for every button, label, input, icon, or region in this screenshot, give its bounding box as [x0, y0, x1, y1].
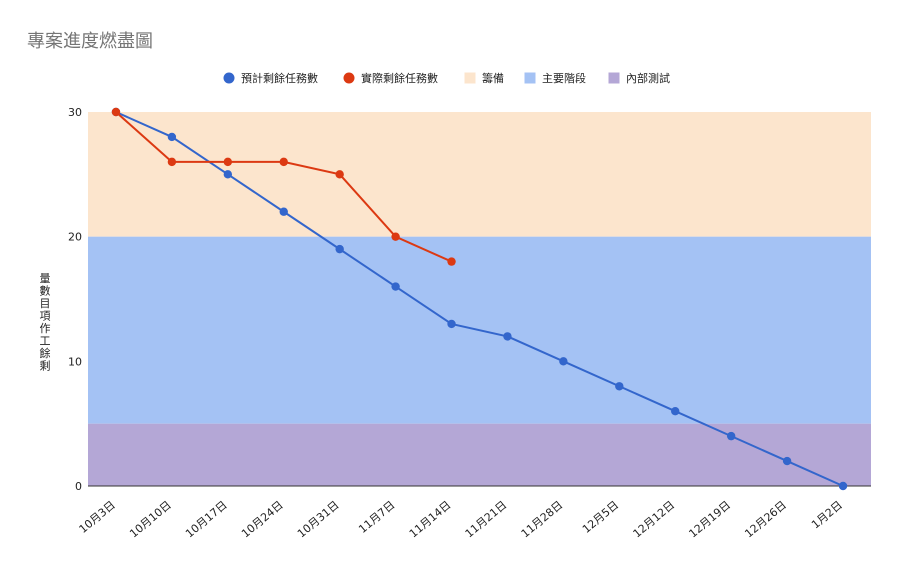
x-tick-label: 11月7日: [356, 498, 397, 536]
legend-item-2: 籌備: [464, 72, 504, 85]
series-1-point: [279, 157, 288, 167]
series-0-point: [167, 132, 177, 142]
y-tick-label: 10: [68, 355, 82, 368]
legend-item-4: 內部測試: [608, 71, 670, 85]
series-lines: [111, 107, 848, 491]
series-0-point: [782, 456, 792, 466]
series-0-point: [615, 382, 624, 391]
legend-label: 預計剩餘任務數: [241, 71, 318, 85]
legend-item-1: 實際剩餘任務數: [343, 71, 438, 85]
x-tick-label: 11月28日: [519, 498, 566, 540]
x-tick-label: 11月14日: [407, 498, 454, 540]
x-tick-label: 12月26日: [742, 498, 789, 540]
series-0-point: [279, 207, 288, 216]
series-0-point: [671, 407, 680, 416]
series-0-point: [838, 481, 848, 491]
series-0-point: [391, 282, 400, 291]
series-1-point: [223, 157, 233, 167]
series-0-point: [559, 357, 568, 366]
y-tick-label: 20: [68, 231, 82, 244]
series-0-point: [223, 170, 233, 179]
series-1-point: [335, 170, 344, 179]
legend-label: 籌備: [482, 72, 504, 85]
legend-swatch: [343, 72, 355, 84]
x-tick-label: 12月5日: [580, 498, 621, 536]
series-0-point: [335, 244, 344, 254]
legend-item-0: 預計剩餘任務數: [223, 71, 318, 85]
legend-swatch: [464, 72, 476, 84]
series-0-point: [726, 431, 736, 441]
series-1-point: [111, 107, 121, 117]
legend-label: 實際剩餘任務數: [361, 71, 438, 85]
y-axis-label: 量數目項作工餘剩: [40, 272, 51, 373]
legend-swatch: [223, 72, 235, 84]
x-tick-label: 10月24日: [239, 498, 286, 540]
legend-swatch: [524, 72, 536, 84]
legend-swatch: [608, 72, 620, 84]
y-tick-label: 30: [68, 106, 82, 119]
series-1-point: [447, 257, 456, 266]
series-line-0: [115, 111, 844, 487]
series-1-point: [391, 232, 400, 241]
x-tick-label: 12月12日: [631, 498, 678, 540]
legend-label: 主要階段: [542, 71, 586, 85]
x-tick-label: 1月2日: [809, 498, 845, 531]
x-tick-label: 11月21日: [463, 498, 510, 540]
x-tick-label: 10月3日: [77, 498, 118, 536]
series-0-point: [503, 332, 512, 341]
band-2: [88, 423, 871, 486]
series-1-point: [167, 157, 177, 167]
legend-item-3: 主要階段: [524, 71, 586, 85]
legend: 預計剩餘任務數 實際剩餘任務數 籌備 主要階段 內部測試: [223, 71, 670, 85]
x-tick-label: 10月31日: [295, 498, 342, 540]
y-tick-label: 0: [75, 480, 82, 493]
x-tick-label: 10月17日: [183, 498, 230, 540]
series-0-point: [447, 319, 456, 329]
legend-label: 內部測試: [626, 71, 670, 85]
x-tick-label: 12月19日: [686, 498, 733, 540]
chart-title: 專案進度燃盡圖: [27, 31, 153, 52]
x-tick-label: 10月10日: [127, 498, 174, 540]
background-bands: [88, 112, 871, 486]
band-0: [88, 112, 871, 237]
